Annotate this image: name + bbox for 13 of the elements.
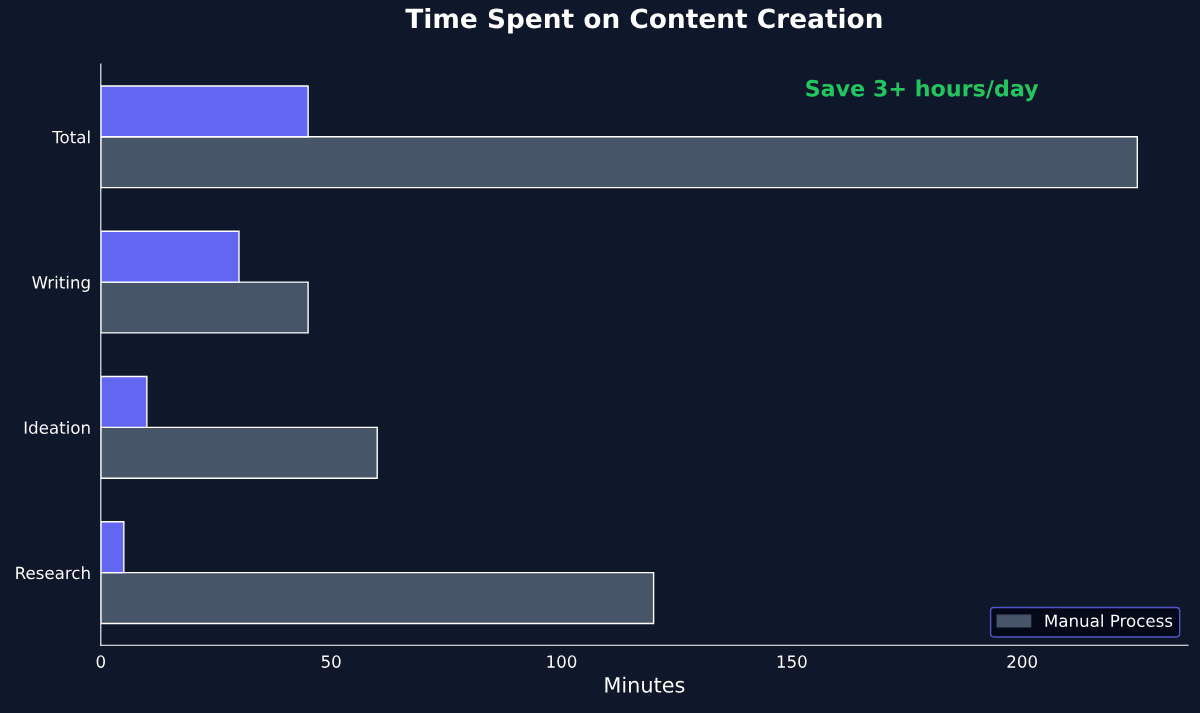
annotation: Save 3+ hours/day	[806, 79, 1039, 102]
x-tick-label: 100	[547, 655, 577, 668]
x-tick-label: 200	[1007, 655, 1037, 668]
legend-label: Manual Process	[1045, 614, 1173, 628]
x-tick-label: 150	[777, 655, 807, 668]
y-tick-label: Writing	[32, 275, 90, 292]
x-axis-title: Minutes	[605, 676, 685, 693]
chart-title: Time Spent on Content Creation	[405, 8, 882, 34]
x-tick-label: 50	[321, 655, 341, 668]
y-tick-label: Research	[16, 566, 90, 580]
x-tick-label: 0	[96, 655, 105, 668]
y-tick-label: Ideation	[24, 421, 90, 434]
y-tick-label: Total	[52, 130, 90, 144]
